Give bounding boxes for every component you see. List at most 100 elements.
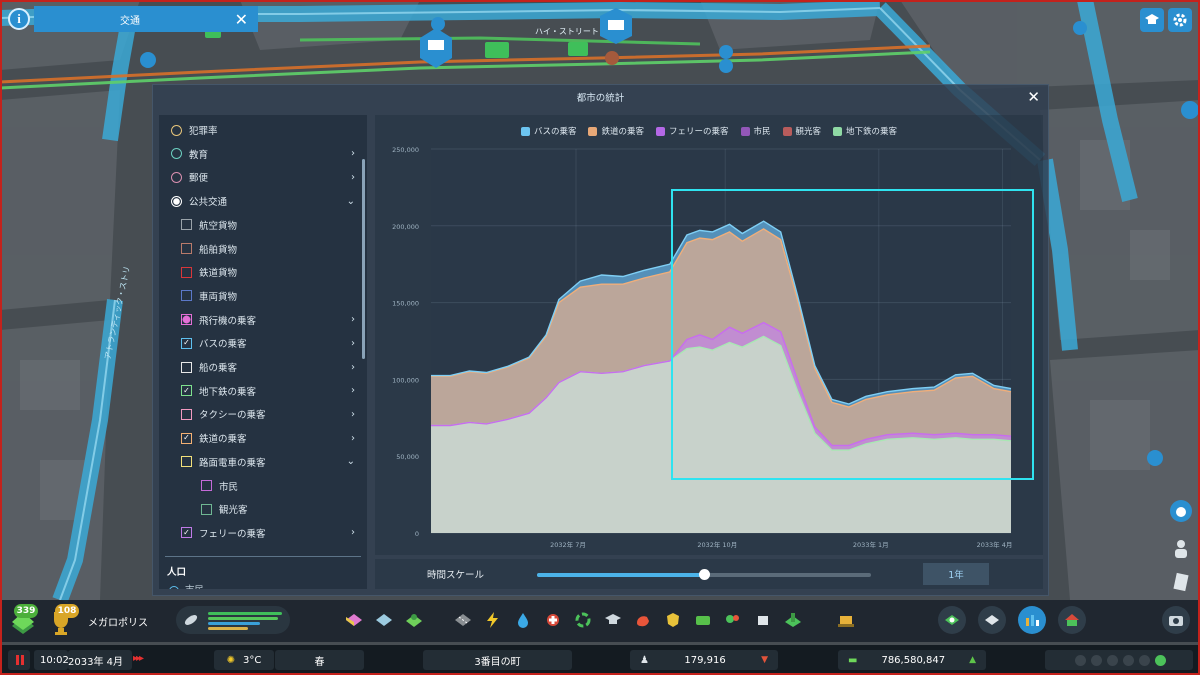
chevron-right-icon[interactable]: › — [351, 361, 355, 373]
city-name[interactable]: 3番目の町 — [423, 650, 572, 670]
progress-icon[interactable] — [8, 606, 38, 636]
recycle-icon — [575, 612, 591, 628]
chevron-right-icon[interactable]: › — [351, 337, 355, 349]
section-header-population: 人口 — [167, 567, 187, 578]
police-badge-icon — [667, 613, 679, 627]
stat-list-item-label: フェリーの乗客 — [199, 528, 266, 540]
checkbox-icon[interactable] — [181, 314, 192, 326]
stat-list-item[interactable]: 航空貨物 — [159, 214, 359, 236]
bulldozer-tool[interactable] — [836, 610, 856, 630]
checkbox-icon[interactable] — [181, 408, 192, 420]
checkbox-icon[interactable] — [181, 266, 192, 278]
landmarks-tool[interactable] — [783, 610, 803, 630]
zoning-tool[interactable] — [344, 610, 364, 630]
legend-swatch — [588, 126, 598, 136]
stat-list-item[interactable]: ✓ 地下鉄の乗客 › — [159, 380, 359, 402]
water-tool[interactable] — [513, 610, 533, 630]
stat-list-item[interactable]: タクシーの乗客 › — [159, 403, 359, 425]
checkbox-icon[interactable]: ✓ — [181, 527, 192, 539]
stat-list-item[interactable]: ✓ バスの乗客 › — [159, 332, 359, 354]
pause-button[interactable] — [8, 650, 30, 670]
checkbox-icon[interactable] — [181, 456, 192, 468]
photo-mode-button[interactable] — [1162, 606, 1190, 634]
electricity-tool[interactable] — [483, 610, 503, 630]
citizen-button[interactable] — [1172, 538, 1190, 560]
economy-button[interactable] — [938, 606, 966, 634]
police-tool[interactable] — [663, 610, 683, 630]
checkbox-icon[interactable] — [181, 243, 192, 254]
notes-button[interactable] — [1172, 572, 1190, 592]
policies-button[interactable] — [1058, 606, 1086, 634]
stat-list-item[interactable]: 犯罪率 — [159, 119, 359, 141]
chevron-down-icon[interactable]: ⌄ — [346, 456, 355, 468]
speed-arrows-icon[interactable]: ▸▸▸ — [133, 653, 144, 664]
chevron-right-icon[interactable]: › — [351, 148, 355, 160]
window-close-icon[interactable]: ✕ — [1027, 88, 1040, 106]
radio-icon[interactable] — [171, 124, 182, 136]
transport-tool[interactable] — [693, 610, 713, 630]
garbage-tool[interactable] — [573, 610, 593, 630]
radio-icon[interactable] — [171, 195, 182, 207]
bird-icon — [1176, 507, 1186, 517]
fire-tool[interactable] — [633, 610, 653, 630]
chevron-right-icon[interactable]: › — [351, 408, 355, 420]
checkbox-icon[interactable] — [201, 480, 212, 491]
milestone-title[interactable]: メガロポリス — [88, 617, 148, 629]
education-tool[interactable] — [603, 610, 623, 630]
parks-tool[interactable] — [723, 610, 743, 630]
chevron-right-icon[interactable]: › — [351, 432, 355, 444]
checkbox-icon[interactable]: ✓ — [181, 385, 192, 397]
areas-tool[interactable] — [374, 610, 394, 630]
education-tutorial-button[interactable] — [1140, 8, 1164, 32]
stat-list-item[interactable]: 船の乗客 › — [159, 356, 359, 378]
stat-list-item[interactable]: 郵便 › — [159, 166, 359, 188]
roads-tool[interactable] — [453, 610, 473, 630]
stat-list-item[interactable]: 路面電車の乗客 ⌄ — [159, 451, 359, 473]
checkbox-icon[interactable]: ✓ — [181, 432, 192, 444]
health-tool[interactable] — [543, 610, 563, 630]
slider-handle[interactable] — [699, 569, 710, 580]
time-scale-value[interactable]: 1年 — [923, 563, 989, 585]
stat-list-item[interactable]: 飛行機の乗客 › — [159, 309, 359, 331]
list-item-partial[interactable]: 市民 — [169, 582, 204, 589]
stat-list-item[interactable]: 車両貨物 — [159, 285, 359, 307]
chevron-right-icon[interactable]: › — [351, 314, 355, 326]
statistics-button[interactable] — [1018, 606, 1046, 634]
stat-list-item[interactable]: 教育 › — [159, 143, 359, 165]
checkbox-icon[interactable] — [181, 290, 192, 302]
time-scale-slider[interactable] — [537, 569, 871, 580]
stat-list-item[interactable]: ✓ フェリーの乗客 › — [159, 522, 359, 544]
chevron-right-icon[interactable]: › — [351, 527, 355, 539]
stat-list-item[interactable]: 公共交通 ⌄ — [159, 190, 359, 212]
chirper-button[interactable] — [1170, 500, 1192, 522]
chevron-right-icon[interactable]: › — [351, 171, 355, 183]
checkbox-icon[interactable]: ✓ — [181, 337, 192, 349]
stat-list-item[interactable]: 鉄道貨物 — [159, 261, 359, 283]
stat-list-item[interactable]: 観光客 — [159, 498, 359, 520]
legend-label: 市民 — [753, 127, 771, 137]
communications-tool[interactable] — [753, 610, 773, 630]
info-button[interactable]: i — [8, 8, 30, 30]
money-box[interactable]: ▬ 786,580,847 ▲ — [838, 650, 986, 670]
list-scrollbar[interactable] — [362, 159, 365, 359]
stat-list-item[interactable]: ✓ 鉄道の乗客 › — [159, 427, 359, 449]
map-tiles-button[interactable] — [978, 606, 1006, 634]
happiness-box[interactable] — [1045, 650, 1193, 670]
landscaping-tool[interactable] — [404, 610, 424, 630]
stat-list-item[interactable]: 市民 — [159, 475, 359, 497]
radio-icon[interactable] — [171, 148, 182, 160]
stat-list-item-label: 鉄道の乗客 — [199, 434, 247, 446]
radio-icon[interactable] — [171, 171, 182, 183]
stat-list-item[interactable]: 船舶貨物 — [159, 238, 359, 260]
city-needs-meter[interactable] — [176, 606, 290, 634]
info-view-close-icon[interactable]: ✕ — [234, 9, 248, 29]
checkbox-icon[interactable] — [181, 219, 192, 231]
settings-button[interactable] — [1168, 8, 1192, 32]
checkbox-icon[interactable] — [181, 361, 192, 373]
chevron-right-icon[interactable]: › — [351, 385, 355, 397]
population-box[interactable]: ♟ 179,916 ▼ — [630, 650, 778, 670]
chevron-down-icon[interactable]: ⌄ — [346, 195, 355, 207]
checkbox-icon[interactable] — [201, 503, 212, 515]
y-tick-label: 200,000 — [392, 223, 419, 231]
